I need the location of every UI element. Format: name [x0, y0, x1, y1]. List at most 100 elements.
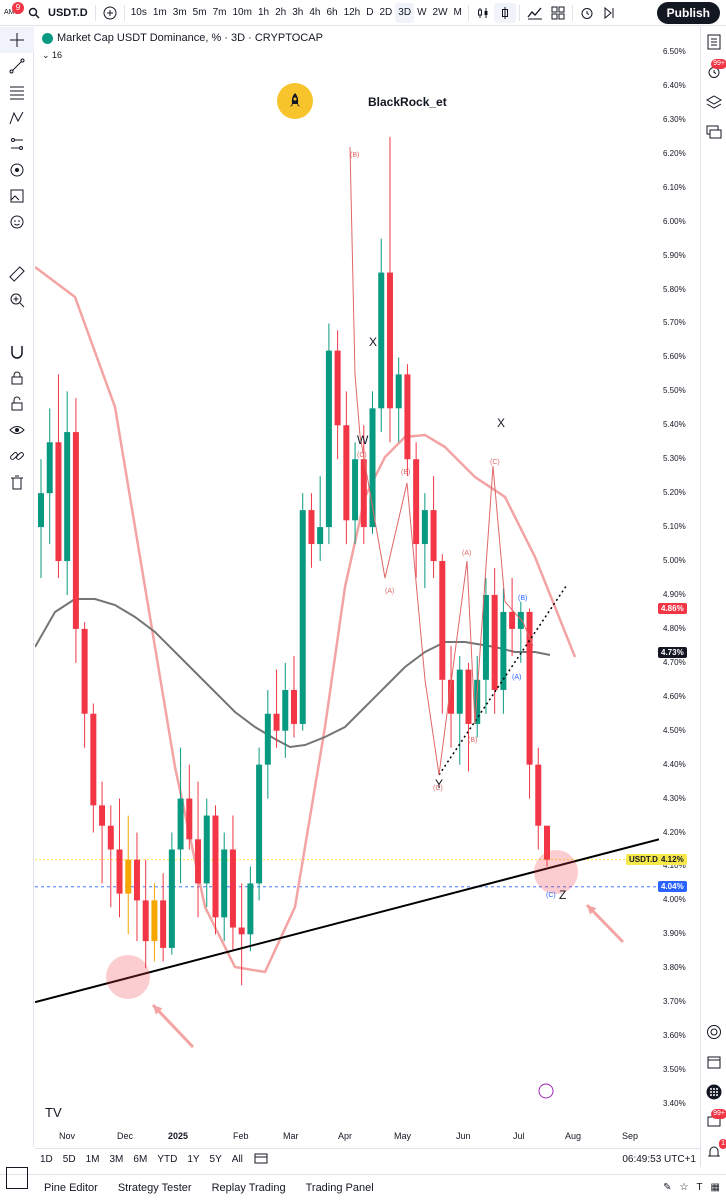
divider	[0, 235, 34, 261]
lock-icon[interactable]	[0, 391, 34, 417]
add-symbol-icon[interactable]	[99, 0, 121, 26]
price-label: 3.80%	[663, 963, 686, 973]
crosshair-icon[interactable]	[0, 27, 34, 53]
timeframe-3D[interactable]: 3D	[395, 2, 415, 23]
date-range-icon[interactable]	[254, 1151, 268, 1169]
support-trendline	[35, 838, 659, 1004]
trendline-icon[interactable]	[0, 53, 34, 79]
layers-icon[interactable]	[701, 87, 726, 117]
author-label: BlackRock_et	[368, 95, 447, 109]
messages-icon[interactable]: 99+	[701, 1107, 726, 1137]
price-axis[interactable]: 6.50% 6.40% 6.30% 6.20% 6.10% 6.00% 5.90% 5.80%…	[659, 27, 699, 1130]
indicator-count[interactable]: ⌄ 16	[42, 50, 63, 60]
zoom-in-icon[interactable]	[0, 287, 34, 313]
chart-legend[interactable]: Market Cap USDT Dominance, % · 3D · CRYP…	[42, 32, 323, 44]
range-YTD[interactable]: YTD	[157, 1154, 178, 1165]
range-5Y[interactable]: 5Y	[209, 1154, 222, 1165]
timeframe-4h[interactable]: 4h	[309, 7, 321, 18]
eye-icon[interactable]	[0, 417, 34, 443]
candle-body	[308, 510, 315, 545]
range-5D[interactable]: 5D	[62, 1154, 76, 1165]
brush-icon[interactable]	[0, 157, 34, 183]
candle-body	[360, 459, 367, 528]
star-icon[interactable]: ☆	[679, 1182, 689, 1193]
notification-badge: 99+	[711, 59, 726, 69]
panel-tab-replay-trading[interactable]: Replay Trading	[211, 1181, 286, 1194]
price-chart[interactable]: X W X Y Z (B) (C) (A) (B) (A) (C) (B) (C) (B) (A) (C) TV	[35, 27, 659, 1127]
link-icon[interactable]	[0, 443, 34, 469]
right-sidebar: 99+ 99+ 1	[700, 27, 726, 1167]
timeframe-5m[interactable]: 5m	[192, 7, 207, 18]
watchlist-icon[interactable]	[701, 27, 726, 57]
notifications-icon[interactable]: 1	[701, 1137, 726, 1167]
panel-tab-pine-editor[interactable]: Pine Editor	[44, 1181, 98, 1194]
timeframe-2W[interactable]: 2W	[432, 7, 448, 18]
timeframe-2D[interactable]: 2D	[379, 7, 393, 18]
candle-body	[195, 839, 202, 884]
timeframe-7m[interactable]: 7m	[212, 7, 227, 18]
publish-button[interactable]: Publish	[656, 1, 720, 24]
timeframe-3h[interactable]: 3h	[292, 7, 304, 18]
time-axis[interactable]: Nov Dec 2025 Feb Mar Apr May Jun Jul Aug Sep	[35, 1128, 659, 1146]
candle-body	[221, 849, 228, 918]
calendar-icon[interactable]	[701, 1047, 726, 1077]
indicators-icon[interactable]	[523, 0, 547, 26]
top-toolbar: AMO 9 USDT.D 10s 1m 3m 5m 7m 10m 1h 2h 3h 4h 6h 12h…	[0, 0, 726, 26]
text-icon[interactable]: T	[696, 1182, 703, 1193]
price-label: 4.90%	[663, 589, 686, 599]
symbol-label[interactable]: USDT.D	[48, 6, 88, 19]
pattern-icon[interactable]	[0, 105, 34, 131]
range-All[interactable]: All	[231, 1154, 243, 1165]
range-1D[interactable]: 1D	[40, 1154, 53, 1165]
range-1Y[interactable]: 1Y	[187, 1154, 200, 1165]
timeframe-2h[interactable]: 2h	[275, 7, 287, 18]
panel-tab-trading-panel[interactable]: Trading Panel	[305, 1181, 374, 1194]
wave-sublabel: (A)	[385, 588, 394, 595]
drawing-mode-box[interactable]	[6, 1167, 28, 1189]
candle-body	[90, 713, 97, 806]
panel-tab-strategy-tester[interactable]: Strategy Tester	[117, 1181, 192, 1194]
candle-body	[203, 815, 210, 884]
brush-icon[interactable]: ✎	[663, 1182, 672, 1193]
projection-icon[interactable]	[0, 131, 34, 157]
price-label: 4.50%	[663, 725, 686, 735]
timeframe-12h[interactable]: 12h	[343, 7, 361, 18]
timeframe-3m[interactable]: 3m	[172, 7, 187, 18]
range-6M[interactable]: 6M	[133, 1154, 148, 1165]
candle-body	[238, 927, 245, 935]
avatar[interactable]: AMO 9	[0, 1, 24, 24]
timeframe-1m[interactable]: 1m	[152, 7, 167, 18]
emoji-icon[interactable]	[0, 209, 34, 235]
image-icon[interactable]	[0, 183, 34, 209]
bar-type-icon[interactable]	[472, 0, 494, 26]
layouts-icon[interactable]	[547, 0, 569, 26]
alert-icon[interactable]	[576, 0, 598, 26]
compass-icon[interactable]	[701, 1017, 726, 1047]
timeframe-10m[interactable]: 10m	[232, 7, 252, 18]
timeframe-1h[interactable]: 1h	[257, 7, 270, 18]
search-icon[interactable]	[24, 0, 44, 26]
magnet-icon[interactable]	[0, 339, 34, 365]
fib-icon[interactable]	[0, 79, 34, 105]
price-tag-symbol: USDT.D	[626, 853, 661, 865]
divider	[94, 4, 96, 21]
timeframe-W[interactable]: W	[417, 7, 427, 18]
timeframe-M[interactable]: M	[453, 7, 462, 18]
range-1M[interactable]: 1M	[85, 1154, 100, 1165]
grid-icon[interactable]: ▦	[710, 1182, 720, 1193]
candles-icon[interactable]	[493, 2, 516, 23]
alerts-icon[interactable]: 99+	[701, 57, 726, 87]
trash-icon[interactable]	[0, 469, 34, 495]
timeframe-10s[interactable]: 10s	[130, 7, 147, 18]
price-label: 6.50%	[663, 47, 686, 56]
apps-icon[interactable]	[701, 1077, 726, 1107]
chat-icon[interactable]	[701, 117, 726, 147]
lock-drawing-icon[interactable]	[0, 365, 34, 391]
candle-body	[334, 350, 341, 426]
clock[interactable]: 06:49:53 UTC+1	[622, 1154, 696, 1165]
timeframe-6h[interactable]: 6h	[326, 7, 338, 18]
range-3M[interactable]: 3M	[109, 1154, 124, 1165]
replay-icon[interactable]	[598, 0, 620, 26]
timeframe-D[interactable]: D	[366, 7, 374, 18]
ruler-icon[interactable]	[0, 261, 34, 287]
